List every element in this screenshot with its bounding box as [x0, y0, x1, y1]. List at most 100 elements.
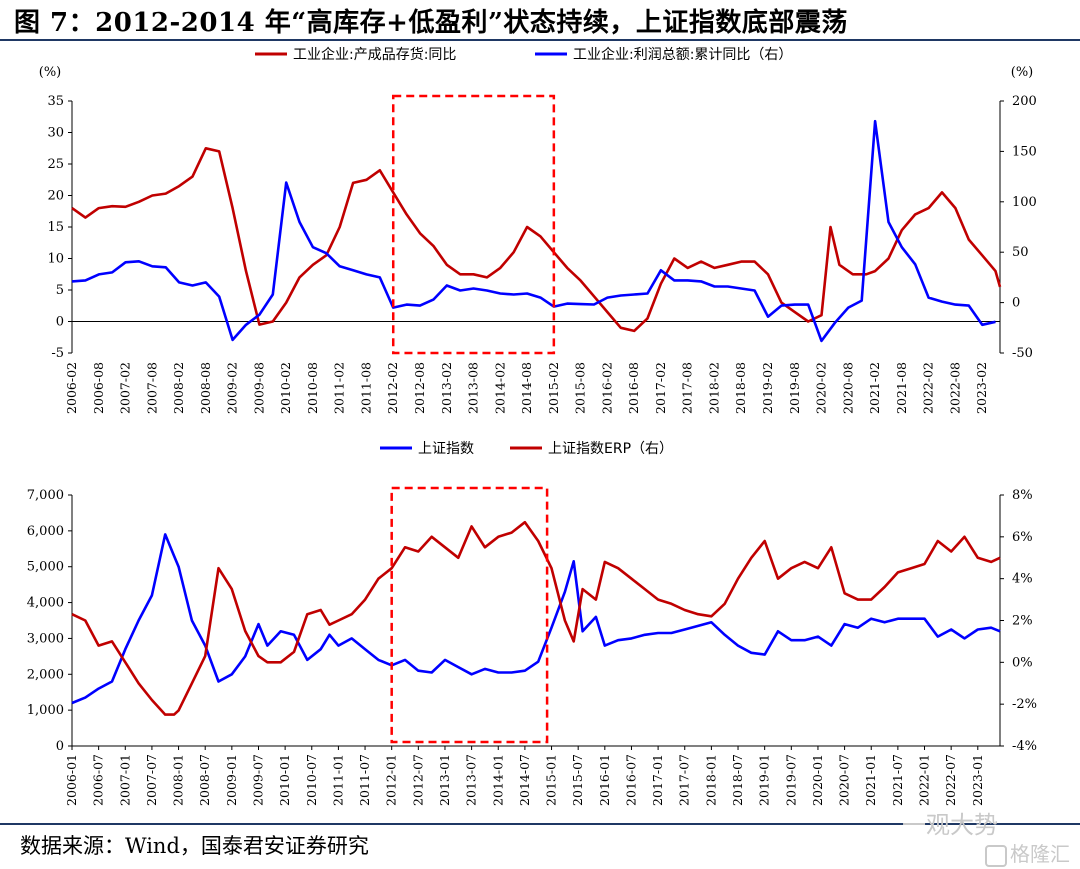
- x-tick-label: 2007-07: [144, 754, 159, 806]
- x-tick-label: 2011-02: [332, 362, 347, 414]
- legend-label: 工业企业:产成品存货:同比: [293, 46, 456, 63]
- left-tick-label: 20: [47, 189, 64, 204]
- left-tick-label: 0: [56, 739, 64, 754]
- right-tick-label: 0: [1012, 296, 1020, 311]
- x-tick-label: 2018-01: [703, 754, 718, 806]
- x-tick-label: 2019-08: [787, 362, 802, 414]
- x-tick-label: 2021-07: [890, 754, 905, 806]
- left-tick-label: 5: [56, 283, 64, 298]
- x-tick-label: 2020-07: [837, 754, 852, 806]
- legend-label: 上证指数ERP（右）: [548, 441, 673, 457]
- right-tick-label: -2%: [1012, 697, 1037, 712]
- left-tick-label: 6,000: [27, 524, 64, 539]
- x-tick-label: 2017-07: [677, 754, 692, 806]
- right-tick-label: 150: [1012, 144, 1037, 159]
- x-tick-label: 2013-07: [464, 754, 479, 806]
- x-tick-label: 2013-01: [437, 754, 452, 806]
- x-tick-label: 2022-07: [943, 754, 958, 806]
- right-tick-label: 0%: [1012, 655, 1033, 670]
- x-tick-label: 2010-01: [277, 754, 292, 806]
- left-tick-label: 5,000: [27, 560, 64, 575]
- watermark-logo-label: 格隆汇: [1010, 842, 1070, 866]
- x-tick-label: 2010-08: [305, 362, 320, 414]
- x-tick-label: 2008-08: [198, 362, 213, 414]
- highlight-box: [390, 486, 549, 744]
- source-note: 数据来源：Wind，国泰君安证券研究: [20, 834, 369, 858]
- x-tick-label: 2009-08: [251, 362, 266, 414]
- x-tick-label: 2011-08: [358, 362, 373, 414]
- left-tick-label: 7,000: [27, 488, 64, 503]
- x-tick-label: 2017-02: [653, 362, 668, 414]
- right-unit-label: (%): [1011, 65, 1034, 80]
- x-tick-label: 2016-07: [623, 754, 638, 806]
- x-tick-label: 2006-08: [91, 362, 106, 414]
- legend-label: 上证指数: [418, 441, 474, 457]
- x-tick-label: 2016-02: [599, 362, 614, 414]
- x-tick-label: 2021-08: [894, 362, 909, 414]
- x-tick-label: 2020-02: [814, 362, 829, 414]
- x-tick-label: 2021-02: [867, 362, 882, 414]
- x-tick-label: 2023-01: [970, 754, 985, 806]
- x-tick-label: 2019-07: [783, 754, 798, 806]
- footer-rule: [0, 823, 1080, 825]
- x-tick-label: 2006-02: [64, 362, 79, 414]
- left-unit-label: (%): [39, 65, 62, 80]
- watermark-brand: 一观大势: [902, 811, 998, 839]
- x-tick-label: 2006-01: [64, 754, 79, 806]
- watermark-logo-text: 格隆汇: [985, 838, 1070, 867]
- series-line-blue: [71, 119, 996, 343]
- left-tick-label: 30: [47, 126, 64, 141]
- x-tick-label: 2014-07: [517, 754, 532, 806]
- x-tick-label: 2018-07: [730, 754, 745, 806]
- x-tick-label: 2020-08: [840, 362, 855, 414]
- right-tick-label: 8%: [1012, 488, 1033, 503]
- left-tick-label: 35: [47, 94, 64, 109]
- left-tick-label: 3,000: [27, 631, 64, 646]
- series-line-red: [71, 520, 1001, 716]
- right-tick-label: 200: [1012, 94, 1037, 109]
- right-tick-label: 4%: [1012, 572, 1033, 587]
- x-tick-label: 2006-07: [91, 754, 106, 806]
- left-tick-label: 15: [47, 220, 64, 235]
- x-tick-label: 2018-08: [733, 362, 748, 414]
- watermark-logo-icon: [985, 844, 1007, 867]
- right-tick-label: -4%: [1012, 739, 1037, 754]
- x-tick-label: 2015-08: [573, 362, 588, 414]
- x-tick-label: 2011-01: [330, 754, 345, 806]
- left-tick-label: -5: [51, 346, 64, 361]
- x-tick-label: 2014-08: [519, 362, 534, 414]
- x-tick-label: 2022-02: [921, 362, 936, 414]
- x-tick-label: 2008-01: [171, 754, 186, 806]
- left-tick-label: 0: [56, 315, 64, 330]
- x-tick-label: 2015-07: [570, 754, 585, 806]
- x-tick-label: 2016-01: [597, 754, 612, 806]
- x-tick-label: 2012-01: [384, 754, 399, 806]
- x-tick-label: 2018-02: [706, 362, 721, 414]
- right-tick-label: 2%: [1012, 614, 1033, 629]
- x-tick-label: 2017-01: [650, 754, 665, 806]
- x-tick-label: 2010-07: [304, 754, 319, 806]
- x-tick-label: 2007-01: [117, 754, 132, 806]
- x-tick-label: 2011-07: [357, 754, 372, 806]
- right-tick-label: 100: [1012, 195, 1037, 210]
- x-tick-label: 2013-02: [439, 362, 454, 414]
- figure-title: 图 7：2012-2014 年“高库存+低盈利”状态持续，上证指数底部震荡: [14, 8, 848, 38]
- x-tick-label: 2019-01: [757, 754, 772, 806]
- x-tick-label: 2017-08: [680, 362, 695, 414]
- x-tick-label: 2022-08: [947, 362, 962, 414]
- x-tick-label: 2019-02: [760, 362, 775, 414]
- x-tick-label: 2010-02: [278, 362, 293, 414]
- series-line-red: [71, 147, 1002, 333]
- series-line-blue: [71, 533, 1001, 705]
- left-tick-label: 10: [47, 252, 64, 267]
- x-tick-label: 2008-02: [171, 362, 186, 414]
- x-tick-label: 2015-02: [546, 362, 561, 414]
- x-tick-label: 2023-02: [974, 362, 989, 414]
- x-tick-label: 2012-07: [410, 754, 425, 806]
- x-tick-label: 2015-01: [544, 754, 559, 806]
- x-tick-label: 2009-02: [225, 362, 240, 414]
- x-tick-label: 2007-08: [144, 362, 159, 414]
- x-tick-label: 2013-08: [466, 362, 481, 414]
- left-tick-label: 4,000: [27, 596, 64, 611]
